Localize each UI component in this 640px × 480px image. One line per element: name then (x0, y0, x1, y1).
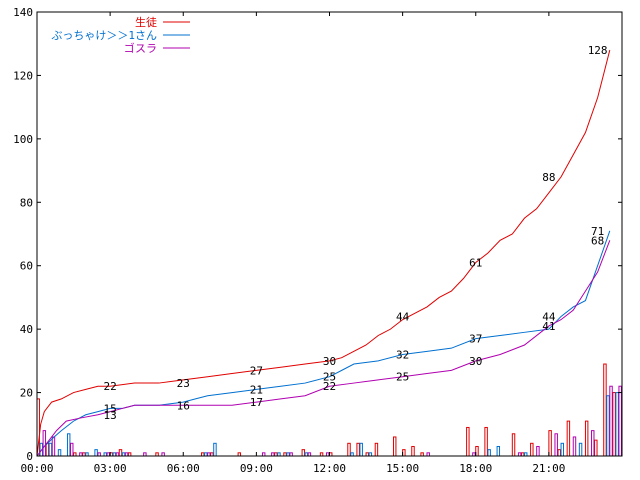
point-label-3: 13 (104, 409, 117, 422)
point-label-3: 30 (469, 355, 482, 368)
x-tick-label: 06:00 (167, 462, 200, 475)
point-label-2: 15 (104, 402, 117, 415)
y-tick-label: 100 (13, 133, 33, 146)
point-label-2: 71 (591, 225, 604, 238)
point-label-2: 25 (323, 371, 336, 384)
series-line-3 (36, 240, 611, 457)
point-label-1: 27 (250, 364, 263, 377)
point-label-2: 32 (396, 349, 409, 362)
x-tick-label: 09:00 (240, 462, 273, 475)
y-tick-label: 80 (20, 196, 33, 209)
point-label-2: 21 (250, 383, 263, 396)
point-label-2: 37 (469, 333, 482, 346)
point-label-3: 22 (323, 380, 336, 393)
point-label-1: 88 (542, 171, 555, 184)
point-label-1: 128 (588, 44, 608, 57)
point-label-3: 41 (542, 320, 555, 333)
point-label-1: 44 (396, 310, 410, 323)
y-tick-label: 120 (13, 69, 33, 82)
point-label-2: 44 (542, 310, 556, 323)
y-tick-label: 0 (26, 450, 33, 463)
point-label-3: 68 (591, 234, 604, 247)
point-label-1: 61 (469, 257, 482, 270)
x-tick-label: 00:00 (20, 462, 53, 475)
ticks-layer: 0 20 40 60 80 100 120 140 00:00 03:00 06:00 09:00 12… (13, 6, 622, 475)
point-label-1: 22 (104, 380, 117, 393)
y-tick-label: 60 (20, 260, 33, 273)
series-line-2 (36, 230, 611, 457)
x-tick-label: 12:00 (313, 462, 346, 475)
legend-label-1: 生徒 (135, 15, 157, 29)
x-tick-label: 15:00 (386, 462, 419, 475)
y-tick-label: 40 (20, 323, 33, 336)
point-label-1: 23 (177, 377, 190, 390)
x-tick-label: 21:00 (532, 462, 565, 475)
lines-layer (36, 49, 611, 457)
x-tick-label: 18:00 (459, 462, 492, 475)
point-label-1: 30 (323, 355, 336, 368)
point-label-3: 17 (250, 396, 263, 409)
series-line-1 (36, 49, 611, 457)
legend-label-3: ゴスラ (124, 41, 157, 55)
legend-label-2: ぶっちゃけ＞＞1さん (51, 29, 157, 42)
y-tick-label: 20 (20, 387, 33, 400)
point-label-3: 16 (177, 399, 190, 412)
x-tick-label: 03:00 (94, 462, 127, 475)
y-tick-label: 140 (13, 6, 33, 19)
point-label-3: 25 (396, 371, 409, 384)
